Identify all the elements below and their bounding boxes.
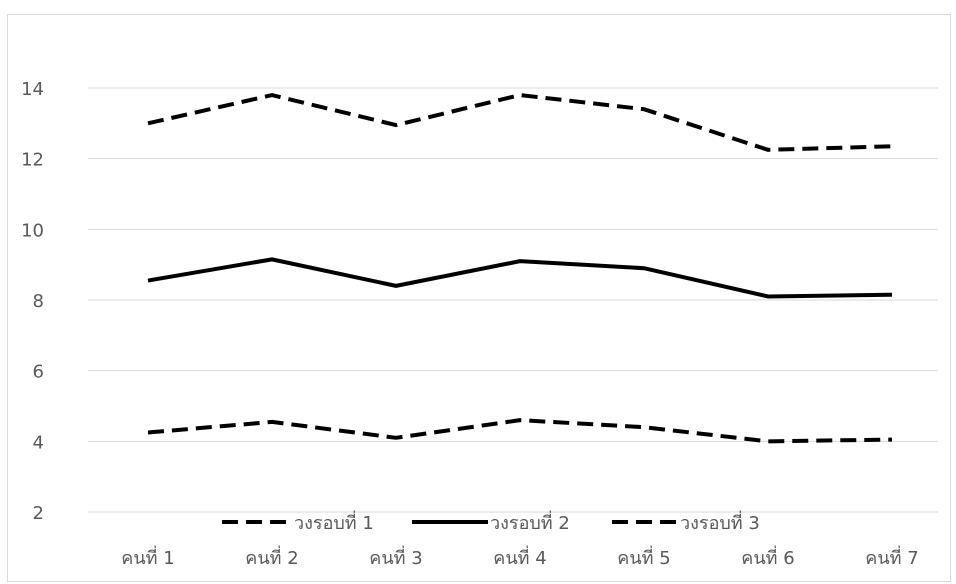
x-tick-label: คนที่ 1 [121,545,174,569]
gridlines [88,87,938,513]
series-lines [147,93,893,444]
x-tick-label: คนที่ 4 [493,545,546,569]
x-tick-label: คนที่ 6 [741,545,794,569]
x-axis-tick-labels: คนที่ 1 คนที่ 2 คนที่ 3 คนที่ 4 คนที่ 5 คนที่… [121,545,918,569]
legend-label-1: วงรอบที่ 1 [294,510,374,534]
x-tick-label: คนที่ 2 [245,545,298,569]
series-line-3 [147,93,893,152]
y-tick-label: 2 [33,503,44,524]
legend-label-2: วงรอบที่ 2 [490,510,570,534]
x-tick-label: คนที่ 3 [369,545,422,569]
y-tick-label: 14 [21,79,44,100]
y-axis-tick-labels: 2 4 6 8 10 12 14 [21,79,44,524]
series-line-2 [147,257,893,299]
legend: วงรอบที่ 1 วงรอบที่ 2 วงรอบที่ 3 [222,510,760,534]
y-tick-label: 12 [21,150,44,171]
y-tick-label: 8 [33,291,44,312]
legend-label-3: วงรอบที่ 3 [680,510,760,534]
x-tick-label: คนที่ 7 [865,545,918,569]
y-tick-label: 10 [21,220,44,241]
y-tick-label: 4 [33,432,44,453]
y-tick-label: 6 [33,362,44,383]
series-line-1 [147,418,893,444]
x-tick-label: คนที่ 5 [617,545,670,569]
